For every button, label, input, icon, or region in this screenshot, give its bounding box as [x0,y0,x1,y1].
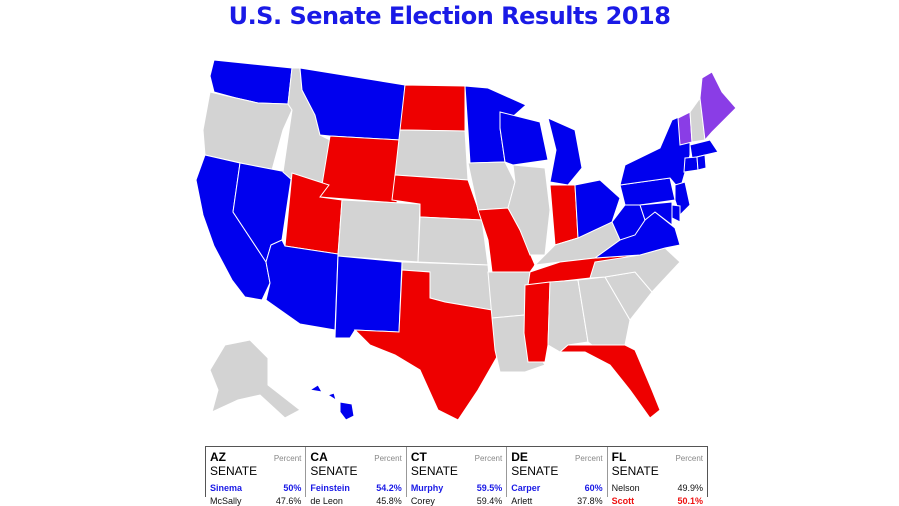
state-maryland [639,201,673,227]
candidate-row: de Leon 45.8% [310,496,401,506]
race-label: SENATE [611,464,659,478]
us-senate-map [195,59,737,421]
race-header: FL SENATE Percent [612,450,703,478]
race-state: FL [611,450,627,464]
state-florida [558,344,661,419]
percent-header: Percent [474,454,503,463]
state-connecticut [683,156,699,173]
state-south-dakota [394,129,469,181]
race-state: DE [511,450,528,464]
candidate-percent: 49.9% [677,483,704,493]
state-maine [699,71,737,142]
race-state: CT [410,450,427,464]
state-illinois [507,164,551,256]
candidate-row: Feinstein 54.2% [310,483,401,493]
candidate-row: Sinema 50% [210,483,301,493]
candidate-row: Murphy 59.5% [411,483,502,493]
state-alaska [209,339,301,419]
race-ct: CT SENATE Percent Murphy 59.5% Corey 59.4% [407,447,508,506]
candidate-row: Carper 60% [511,483,602,493]
candidate-name: McSally [210,496,242,506]
race-state: CA [310,450,328,464]
race-header: CA SENATE Percent [310,450,401,478]
percent-header: Percent [675,454,704,463]
state-new-mexico [334,255,403,339]
percent-header: Percent [374,454,402,463]
state-wisconsin [499,111,549,166]
candidate-name: Arlett [511,496,533,506]
state-wyoming [319,135,401,204]
candidate-name: Scott [611,496,635,506]
state-massachusetts [689,139,719,159]
state-rhode-island [696,154,707,171]
candidate-name: de Leon [310,496,343,506]
candidate-percent: 59.4% [476,496,503,506]
state-texas [353,269,499,421]
candidate-name: Corey [410,496,435,506]
state-hawaii [308,384,355,421]
state-michigan [547,117,583,186]
race-az: AZ SENATE Percent Sinema 50% McSally 47.6% [206,447,307,506]
percent-header: Percent [575,454,603,463]
candidate-percent: 37.8% [577,496,603,506]
candidate-row: McSally 47.6% [210,496,301,506]
candidate-row: Nelson 49.9% [612,483,703,493]
candidate-row: Arlett 37.8% [511,496,602,506]
candidate-row: Corey 59.4% [411,496,502,506]
state-arizona [265,239,339,331]
candidate-percent: 45.8% [376,496,402,506]
candidate-percent: 50.1% [677,496,704,506]
state-mississippi [523,281,551,363]
race-label: SENATE [310,464,358,478]
race-header: AZ SENATE Percent [210,450,301,478]
state-new-york [619,111,691,192]
race-de: DE SENATE Percent Carper 60% Arlett 37.8% [507,447,608,506]
results-table: AZ SENATE Percent Sinema 50% McSally 47.6% CA … [205,446,708,506]
percent-header: Percent [273,454,302,463]
race-header: CT SENATE Percent [411,450,502,478]
state-north-dakota [399,84,466,132]
candidate-percent: 50% [283,483,302,493]
candidate-name: Carper [511,483,541,493]
race-label: SENATE [511,464,559,478]
state-indiana [549,184,579,246]
state-delaware [671,204,681,223]
candidate-percent: 54.2% [376,483,402,493]
race-header: DE SENATE Percent [511,450,602,478]
candidate-name: Feinstein [310,483,350,493]
candidate-percent: 59.5% [476,483,503,493]
race-ca: CA SENATE Percent Feinstein 54.2% de Leon 45.… [306,447,407,506]
state-oregon [202,91,293,171]
candidate-percent: 60% [584,483,603,493]
page-title: U.S. Senate Election Results 2018 [228,2,671,30]
candidate-row: Scott 50.1% [612,496,703,506]
state-colorado [337,199,421,263]
candidate-percent: 47.6% [275,496,302,506]
state-kansas [417,216,489,266]
state-arkansas [487,271,531,319]
race-state: AZ [210,450,226,464]
candidate-name: Murphy [410,483,444,493]
candidate-name: Nelson [611,483,640,493]
candidate-name: Sinema [210,483,243,493]
race-label: SENATE [210,464,258,478]
race-label: SENATE [410,464,458,478]
race-fl: FL SENATE Percent Nelson 49.9% Scott 50.1% [608,447,707,506]
